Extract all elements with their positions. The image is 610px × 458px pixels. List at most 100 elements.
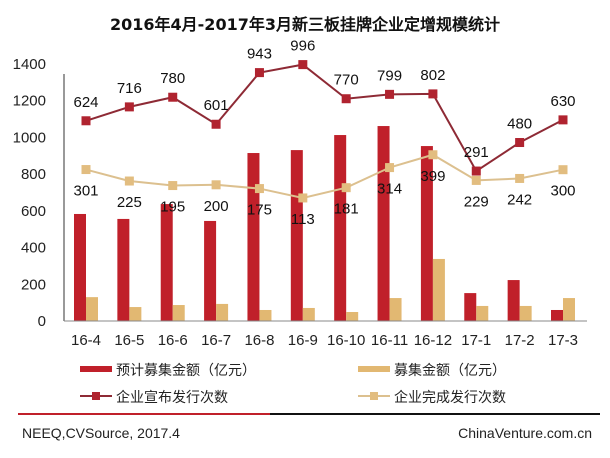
x-tick-label: 16-5: [114, 332, 144, 349]
bar-expected-amount: [160, 204, 173, 321]
x-tick-label: 16-9: [288, 332, 318, 349]
data-label-completed: 195: [160, 199, 185, 216]
marker-completed: [254, 184, 264, 194]
data-label-announced: 996: [290, 38, 315, 55]
data-label-announced: 799: [377, 67, 402, 84]
y-tick-label: 1000: [13, 129, 46, 146]
data-label-completed: 175: [247, 202, 272, 219]
bar-raised-amount: [302, 307, 315, 321]
legend-label: 企业宣布发行次数: [116, 389, 228, 406]
bar-expected-amount: [74, 213, 86, 321]
data-label-completed: 314: [377, 181, 402, 198]
data-label-completed: 181: [334, 201, 359, 218]
bar-expected-amount: [290, 150, 303, 321]
y-tick-label: 1400: [13, 56, 46, 73]
line-announced-issuances: [85, 63, 564, 173]
footer-source: NEEQ,CVSource, 2017.4: [22, 425, 180, 441]
data-label-announced: 624: [73, 94, 98, 111]
bars: [74, 126, 575, 321]
x-tick-label: 16-10: [327, 332, 365, 349]
x-tick-label: 16-8: [244, 332, 274, 349]
y-tick-label: 800: [21, 166, 46, 183]
legend-marker: [370, 392, 378, 400]
bar-expected-amount: [551, 309, 563, 321]
x-tick-label: 16-11: [371, 332, 408, 349]
legend-label: 企业完成发行次数: [394, 389, 506, 406]
bar-raised-amount: [172, 305, 185, 321]
legend-marker: [92, 392, 100, 400]
legend-label: 预计募集金额（亿元）: [116, 362, 256, 379]
bar-raised-amount: [563, 298, 575, 321]
marker-completed: [428, 150, 438, 160]
marker-completed: [81, 165, 91, 175]
data-label-announced: 291: [464, 144, 489, 161]
bar-expected-amount: [117, 218, 130, 321]
data-label-announced: 601: [204, 97, 229, 114]
x-tick-label: 17-1: [461, 332, 491, 349]
marker-completed: [515, 173, 525, 183]
data-label-announced: 630: [550, 93, 575, 110]
marker-announced: [558, 115, 568, 125]
footer: NEEQ,CVSource, 2017.4 ChinaVenture.com.c…: [18, 413, 600, 441]
data-label-announced: 802: [420, 67, 445, 84]
bar-raised-amount: [432, 258, 445, 321]
bar-raised-amount: [86, 297, 98, 321]
x-tick-label: 16-7: [201, 332, 231, 349]
data-label-completed: 229: [464, 193, 489, 210]
marker-announced: [385, 89, 395, 99]
y-tick-label: 0: [38, 313, 46, 330]
chart-title: 2016年4月-2017年3月新三板挂牌企业定增规模统计: [110, 15, 500, 34]
bar-expected-amount: [334, 135, 347, 321]
data-label-announced: 780: [160, 70, 185, 87]
marker-completed: [341, 183, 351, 193]
y-tick-label: 1200: [13, 93, 46, 110]
y-tick-label: 200: [21, 276, 46, 293]
data-label-completed: 399: [420, 168, 445, 185]
line-completed-issuances: [85, 153, 564, 199]
marker-completed: [298, 193, 308, 203]
legend-swatch: [358, 366, 390, 372]
data-label-completed: 225: [117, 194, 142, 211]
bar-raised-amount: [389, 298, 402, 321]
marker-announced: [471, 166, 481, 176]
data-label-announced: 770: [334, 72, 359, 89]
bar-raised-amount: [476, 305, 489, 321]
marker-announced: [254, 68, 264, 78]
data-label-completed: 301: [73, 183, 98, 200]
bar-expected-amount: [464, 293, 477, 321]
marker-announced: [341, 94, 351, 104]
data-label-completed: 300: [550, 183, 575, 200]
bar-expected-amount: [247, 153, 260, 321]
legend: 预计募集金额（亿元） 募集金额（亿元） 企业宣布发行次数 企业完成发行次数: [80, 362, 506, 406]
data-labels: 624 716 780 601 943 996 770 799 802 291 480 630 301 2…: [73, 38, 575, 228]
legend-swatch: [80, 366, 112, 372]
marker-completed: [558, 165, 568, 175]
marker-announced: [428, 89, 438, 99]
bar-raised-amount: [216, 303, 229, 321]
marker-announced: [211, 119, 221, 129]
legend-label: 募集金额（亿元）: [394, 362, 506, 379]
bar-expected-amount: [377, 126, 390, 321]
bar-expected-amount: [507, 280, 520, 321]
lines: [81, 60, 568, 203]
marker-completed: [124, 176, 134, 186]
bar-raised-amount: [519, 305, 532, 321]
data-label-announced: 943: [247, 46, 272, 63]
y-tick-label: 600: [21, 203, 46, 220]
bar-raised-amount: [259, 309, 272, 321]
marker-announced: [515, 138, 525, 148]
x-axis-ticks: 16-4 16-5 16-6 16-7 16-8 16-9 16-10 16-11 16-12 1…: [71, 332, 578, 349]
data-label-announced: 480: [507, 116, 532, 133]
bar-raised-amount: [346, 312, 359, 321]
data-label-completed: 113: [291, 211, 315, 228]
x-tick-label: 17-2: [505, 332, 535, 349]
x-tick-label: 16-6: [158, 332, 188, 349]
x-tick-label: 16-12: [414, 332, 452, 349]
marker-announced: [168, 92, 178, 102]
marker-announced: [81, 116, 91, 126]
marker-completed: [211, 180, 221, 190]
data-label-completed: 200: [204, 198, 229, 215]
x-tick-label: 16-4: [71, 332, 101, 349]
marker-announced: [124, 102, 134, 112]
